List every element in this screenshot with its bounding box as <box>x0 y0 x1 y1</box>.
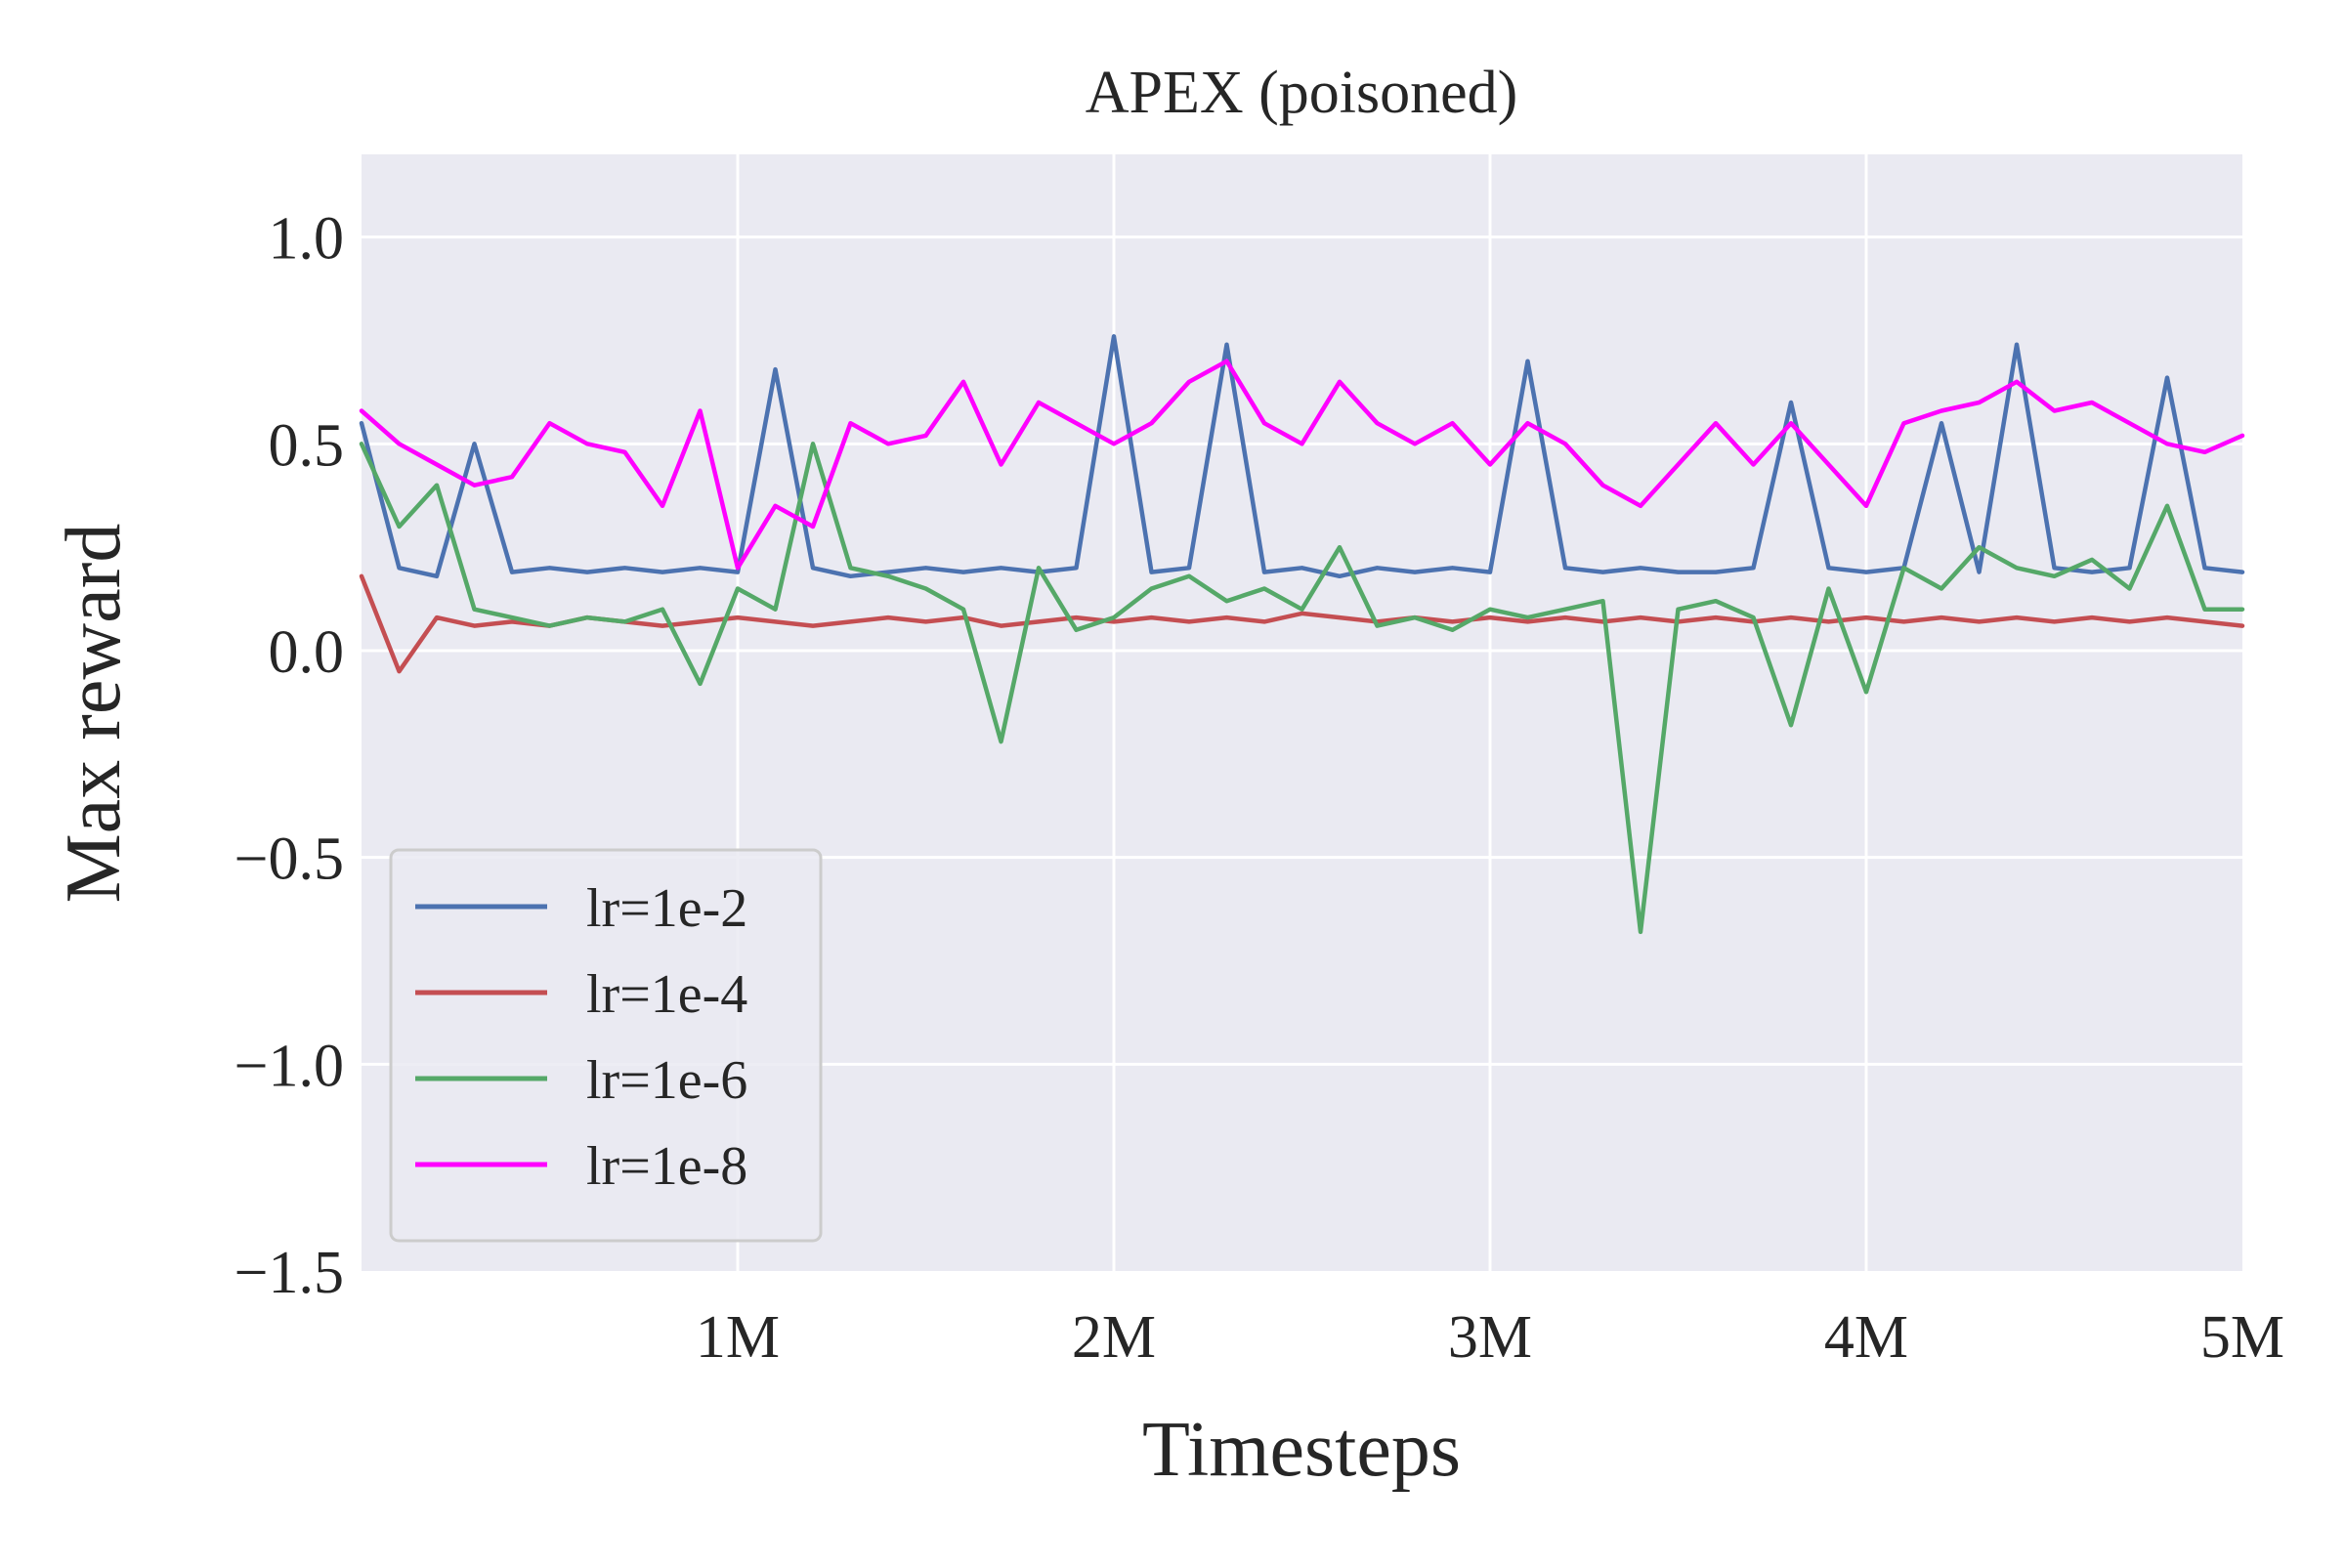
tick-labels: 1.0 0.5 0.0 −0.5 −1.0 −1.5 1M 2M 3M 4M 5M <box>234 206 2285 1371</box>
series-line-1 <box>359 334 2245 579</box>
series-line-3 <box>359 442 2245 935</box>
legend-label: lr=1e-8 <box>586 1136 747 1197</box>
series-lines <box>359 334 2245 935</box>
series-line-4 <box>359 359 2245 571</box>
y-tick-label: 0.0 <box>269 619 345 686</box>
legend-label: lr=1e-4 <box>586 964 747 1025</box>
legend-box <box>389 848 823 1243</box>
y-axis-label: Max reward <box>51 524 137 904</box>
y-tick-label: −0.5 <box>234 826 344 893</box>
x-tick-label: 1M <box>696 1304 780 1371</box>
series-line-2 <box>359 573 2245 674</box>
legend-label: lr=1e-6 <box>586 1050 747 1111</box>
legend-label: lr=1e-2 <box>586 878 747 939</box>
legend: lr=1e-2 lr=1e-4 lr=1e-6 lr=1e-8 <box>389 848 823 1243</box>
y-tick-label: −1.0 <box>234 1033 344 1099</box>
y-tick-label: −1.5 <box>234 1240 344 1306</box>
y-tick-label: 1.0 <box>269 206 345 273</box>
x-tick-label: 5M <box>2200 1304 2284 1371</box>
x-axis-label: Timesteps <box>1142 1407 1461 1493</box>
chart-title: APEX (poisoned) <box>1086 60 1518 126</box>
y-tick-label: 0.5 <box>269 412 345 479</box>
x-tick-label: 2M <box>1072 1304 1156 1371</box>
x-tick-label: 4M <box>1824 1304 1908 1371</box>
x-tick-label: 3M <box>1448 1304 1532 1371</box>
